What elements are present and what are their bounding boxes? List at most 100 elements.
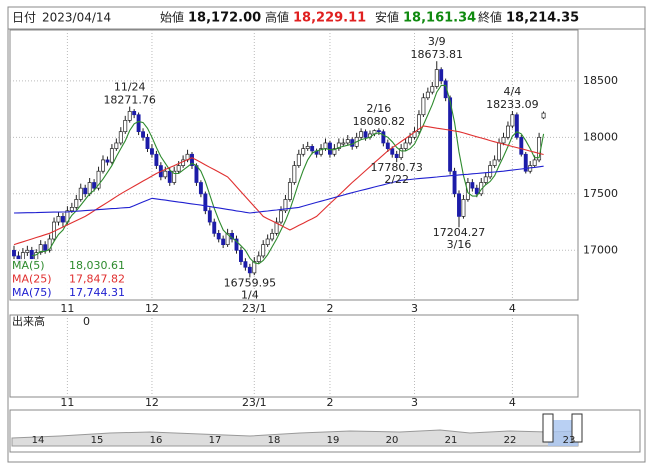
x-tick-label: 23/1 [242,302,267,315]
candle-body [341,142,346,145]
candle-body [132,110,137,116]
candle-body [194,165,199,183]
candle-body [172,170,177,183]
candle-body [216,232,221,240]
candle-body [114,142,119,149]
candle-body [167,170,172,183]
header-field-label: 高値 [265,10,289,25]
candle-body [118,131,123,144]
candle-body [457,193,461,217]
x-tick-label: 12 [145,302,159,315]
navigator-label: 16 [150,435,163,446]
candle-body [488,165,493,178]
annotation-price: 17204.27 [433,226,486,239]
volume-frame [9,314,579,398]
legend-value: 18,030.61 [69,259,125,272]
candle-body [283,199,288,212]
candle-body [287,182,292,200]
candle-body [381,131,386,144]
candle-body [363,131,368,138]
candle-body [207,210,212,223]
candle-body [474,187,479,195]
volume-label: 出来高 [12,314,45,328]
navigator-handle-right[interactable] [571,413,583,443]
candle-body [109,148,114,163]
candle-body [78,187,83,200]
navigator-label: 21 [445,435,458,446]
candle-body [29,249,34,260]
candle-body [421,97,426,116]
candle-body [270,232,275,240]
candle-body [83,187,88,195]
candle-body [323,142,328,149]
header-field-label: 終値 [478,10,502,25]
candle-body [265,238,270,245]
candle-body [408,136,413,144]
candle-body [38,244,43,253]
candle-body [492,159,497,166]
candle-body [403,142,408,149]
candle-body [136,114,141,133]
navigator-label: 18 [268,435,281,446]
candle-body [190,153,194,166]
candle-body [292,165,297,183]
plot-frame [9,29,579,301]
y-tick-label: 17500 [583,187,618,200]
candle-body [203,193,208,212]
candle-body [336,142,341,149]
annotation-date: 4/4 [504,85,522,98]
annotation-date: 2/22 [384,173,409,186]
legend-name: MA(75) [12,286,52,299]
navigator-handle-left[interactable] [542,413,554,443]
x-tick-label: 4 [509,302,516,315]
candle-body [243,261,248,268]
candle-body [305,146,310,149]
candle-body [247,266,252,274]
candle-body [252,261,257,274]
annotation-date: 3/16 [447,238,472,251]
candle-body [225,232,230,245]
ma-line [31,84,545,265]
candle-body [332,148,337,155]
date-value: 2023/04/14 [42,11,111,25]
candle-body [514,114,519,138]
candle-body [212,221,217,234]
legend-name: MA(25) [12,273,52,286]
candle-body [417,114,421,133]
candle-body [92,182,97,189]
candle-body [430,86,435,93]
candle-body [154,153,159,166]
candle-body [501,136,506,144]
candle-body [123,120,128,133]
header-field-label: 始値 [160,10,184,25]
annotation-price: 18673.81 [411,48,464,61]
candle-body [390,148,395,155]
ma-line [13,125,544,246]
header-field-label: 安値 [375,10,399,25]
candle-body [310,146,315,152]
legend-value: 17,744.31 [69,286,125,299]
header-field-value: 18,172.00 [188,11,261,26]
navigator-label: 17 [209,435,222,446]
navigator-label: 20 [386,435,399,446]
x-tick-label: 23/1 [242,396,267,409]
candle-body [399,148,404,159]
chart-layer: 始値 18,172.00 高値 18,229.11 安値 18,161.34 終値 18,21… [10,10,618,446]
candle-body [359,131,364,138]
annotation-date: 2/16 [367,102,392,115]
date-label: 日付 [12,11,36,25]
candle-body [56,216,61,223]
candle-body [523,153,528,172]
navigator-label: 22 [504,435,517,446]
navigator-label: 19 [327,435,340,446]
candle-body [74,199,79,208]
candle-body [261,244,266,257]
x-tick-label: 12 [145,396,159,409]
candle-body [376,130,381,133]
candle-body [345,139,350,144]
candle-body [150,148,154,155]
candle-body [127,110,132,121]
candle-body [394,153,399,159]
candle-body [532,159,537,166]
candle-body [506,125,510,138]
